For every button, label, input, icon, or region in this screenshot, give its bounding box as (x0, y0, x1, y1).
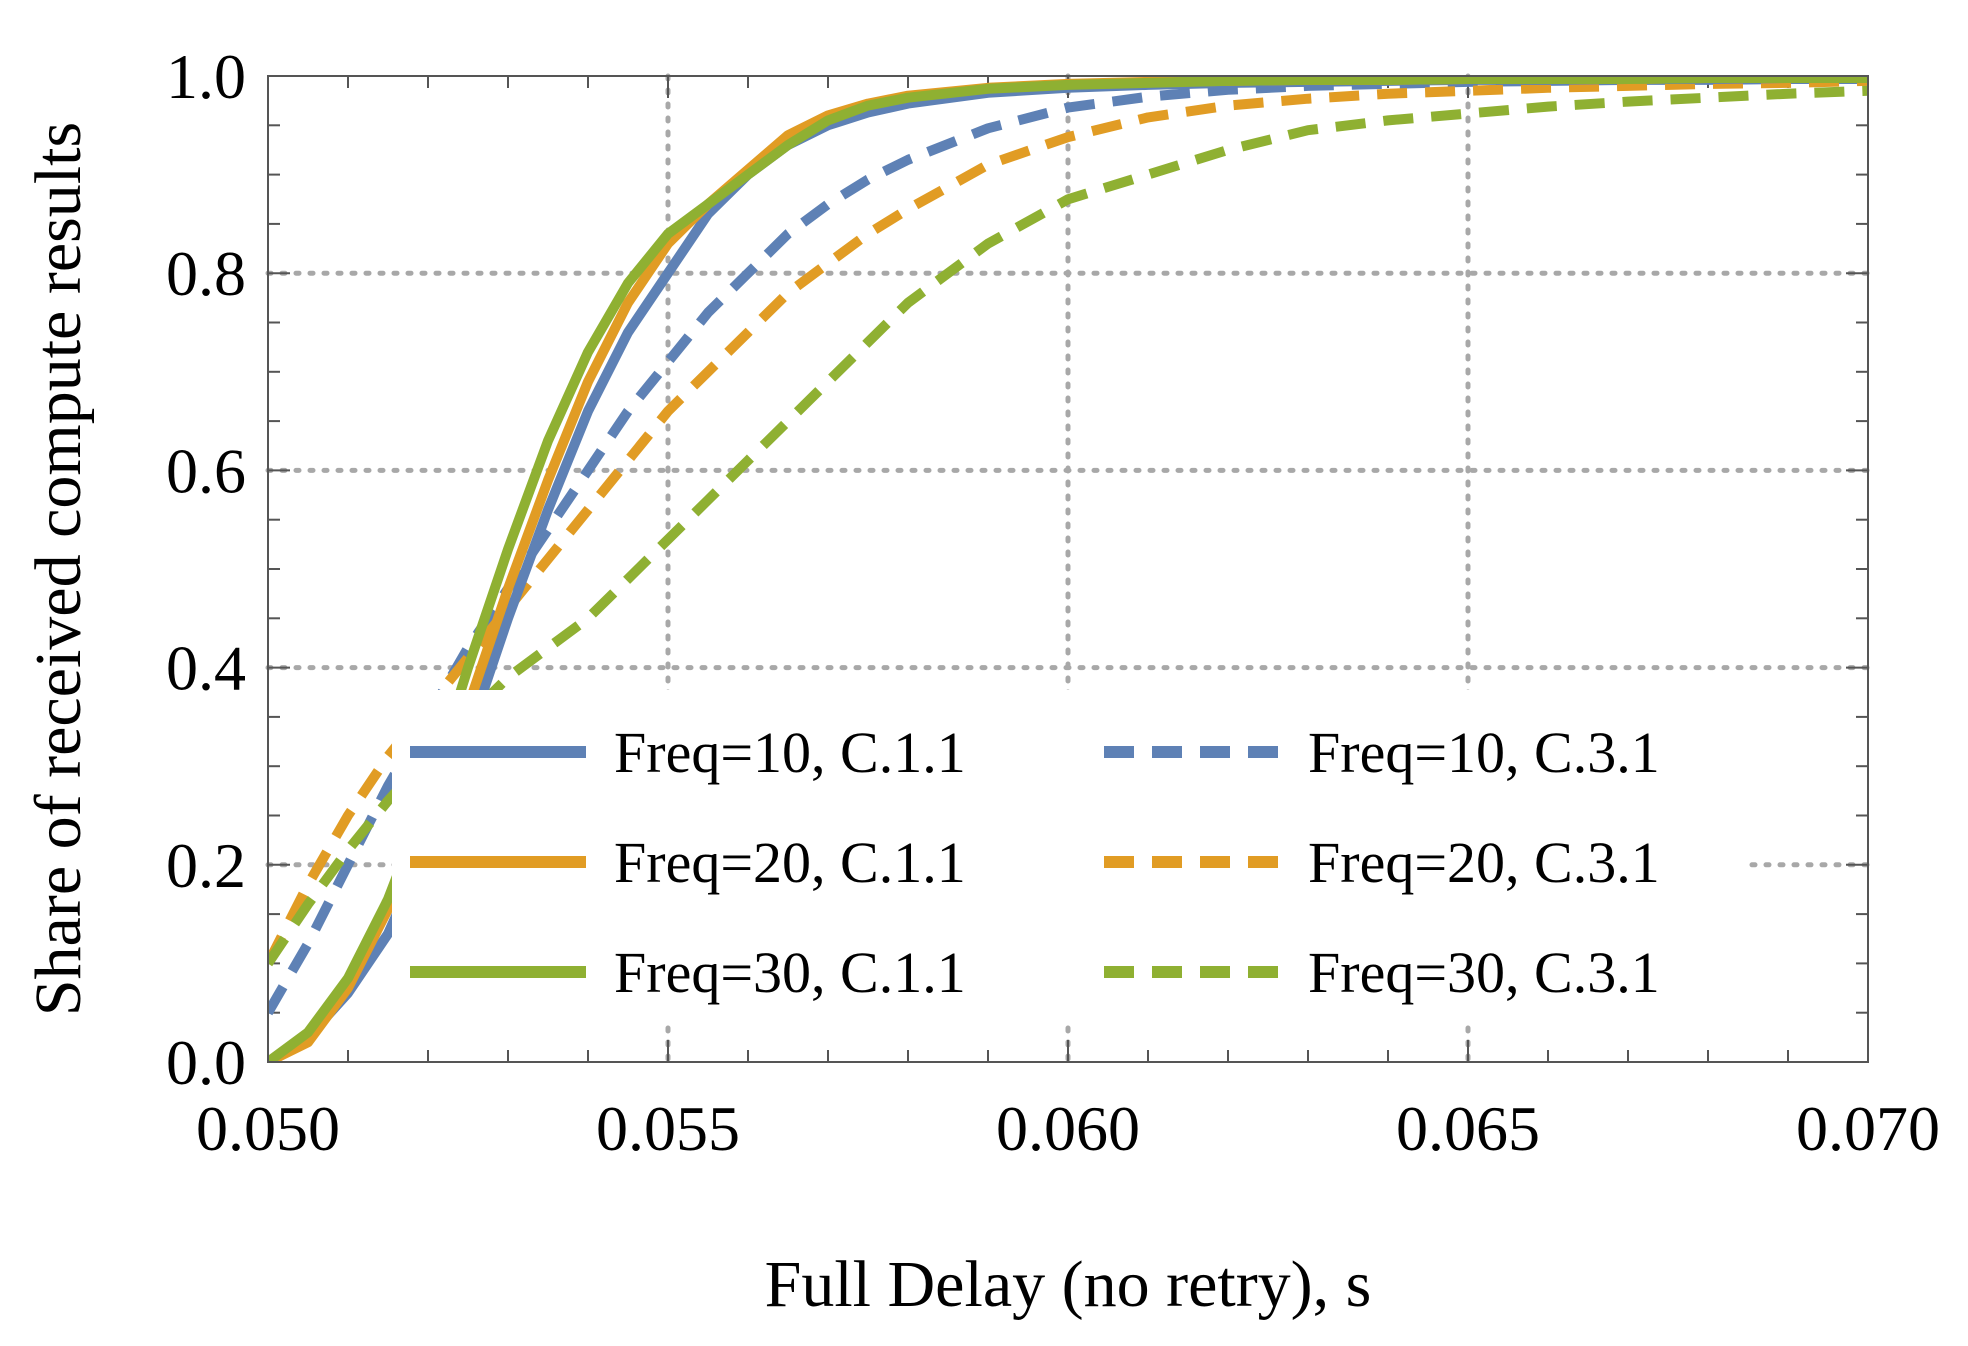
legend-label: Freq=20, C.3.1 (1308, 830, 1660, 895)
x-axis-title: Full Delay (no retry), s (765, 1248, 1372, 1321)
legend-background (392, 690, 1744, 1022)
x-tick-label: 0.070 (1796, 1093, 1940, 1164)
y-tick-label: 0.8 (166, 238, 246, 309)
legend-label: Freq=10, C.3.1 (1308, 720, 1660, 785)
x-tick-label: 0.050 (196, 1093, 340, 1164)
legend-label: Freq=10, C.1.1 (614, 720, 966, 785)
x-tick-label: 0.055 (596, 1093, 740, 1164)
series-line-freq-20-c-3-1 (268, 76, 1868, 966)
y-tick-label: 1.0 (166, 41, 246, 112)
legend-label: Freq=30, C.1.1 (614, 940, 966, 1005)
y-axis-title: Share of received compute results (22, 122, 95, 1016)
legend-label: Freq=20, C.1.1 (614, 830, 966, 895)
x-tick-label: 0.060 (996, 1093, 1140, 1164)
y-tick-label: 0.4 (166, 633, 246, 704)
y-tick-label: 0.2 (166, 830, 246, 901)
y-tick-label: 0.6 (166, 435, 246, 506)
plot-frame (267, 75, 1869, 1063)
legend: Freq=10, C.1.1 Freq=20, C.1.1 Freq=30, C.1… (392, 690, 1744, 1022)
x-tick-label: 0.065 (1396, 1093, 1540, 1164)
legend-label: Freq=30, C.3.1 (1308, 940, 1660, 1005)
y-tick-label: 0.0 (166, 1027, 246, 1098)
tick-labels: 0.050 0.055 0.060 0.065 0.070 0.0 0.2 0.4 0.6 0.8… (166, 41, 1940, 1164)
